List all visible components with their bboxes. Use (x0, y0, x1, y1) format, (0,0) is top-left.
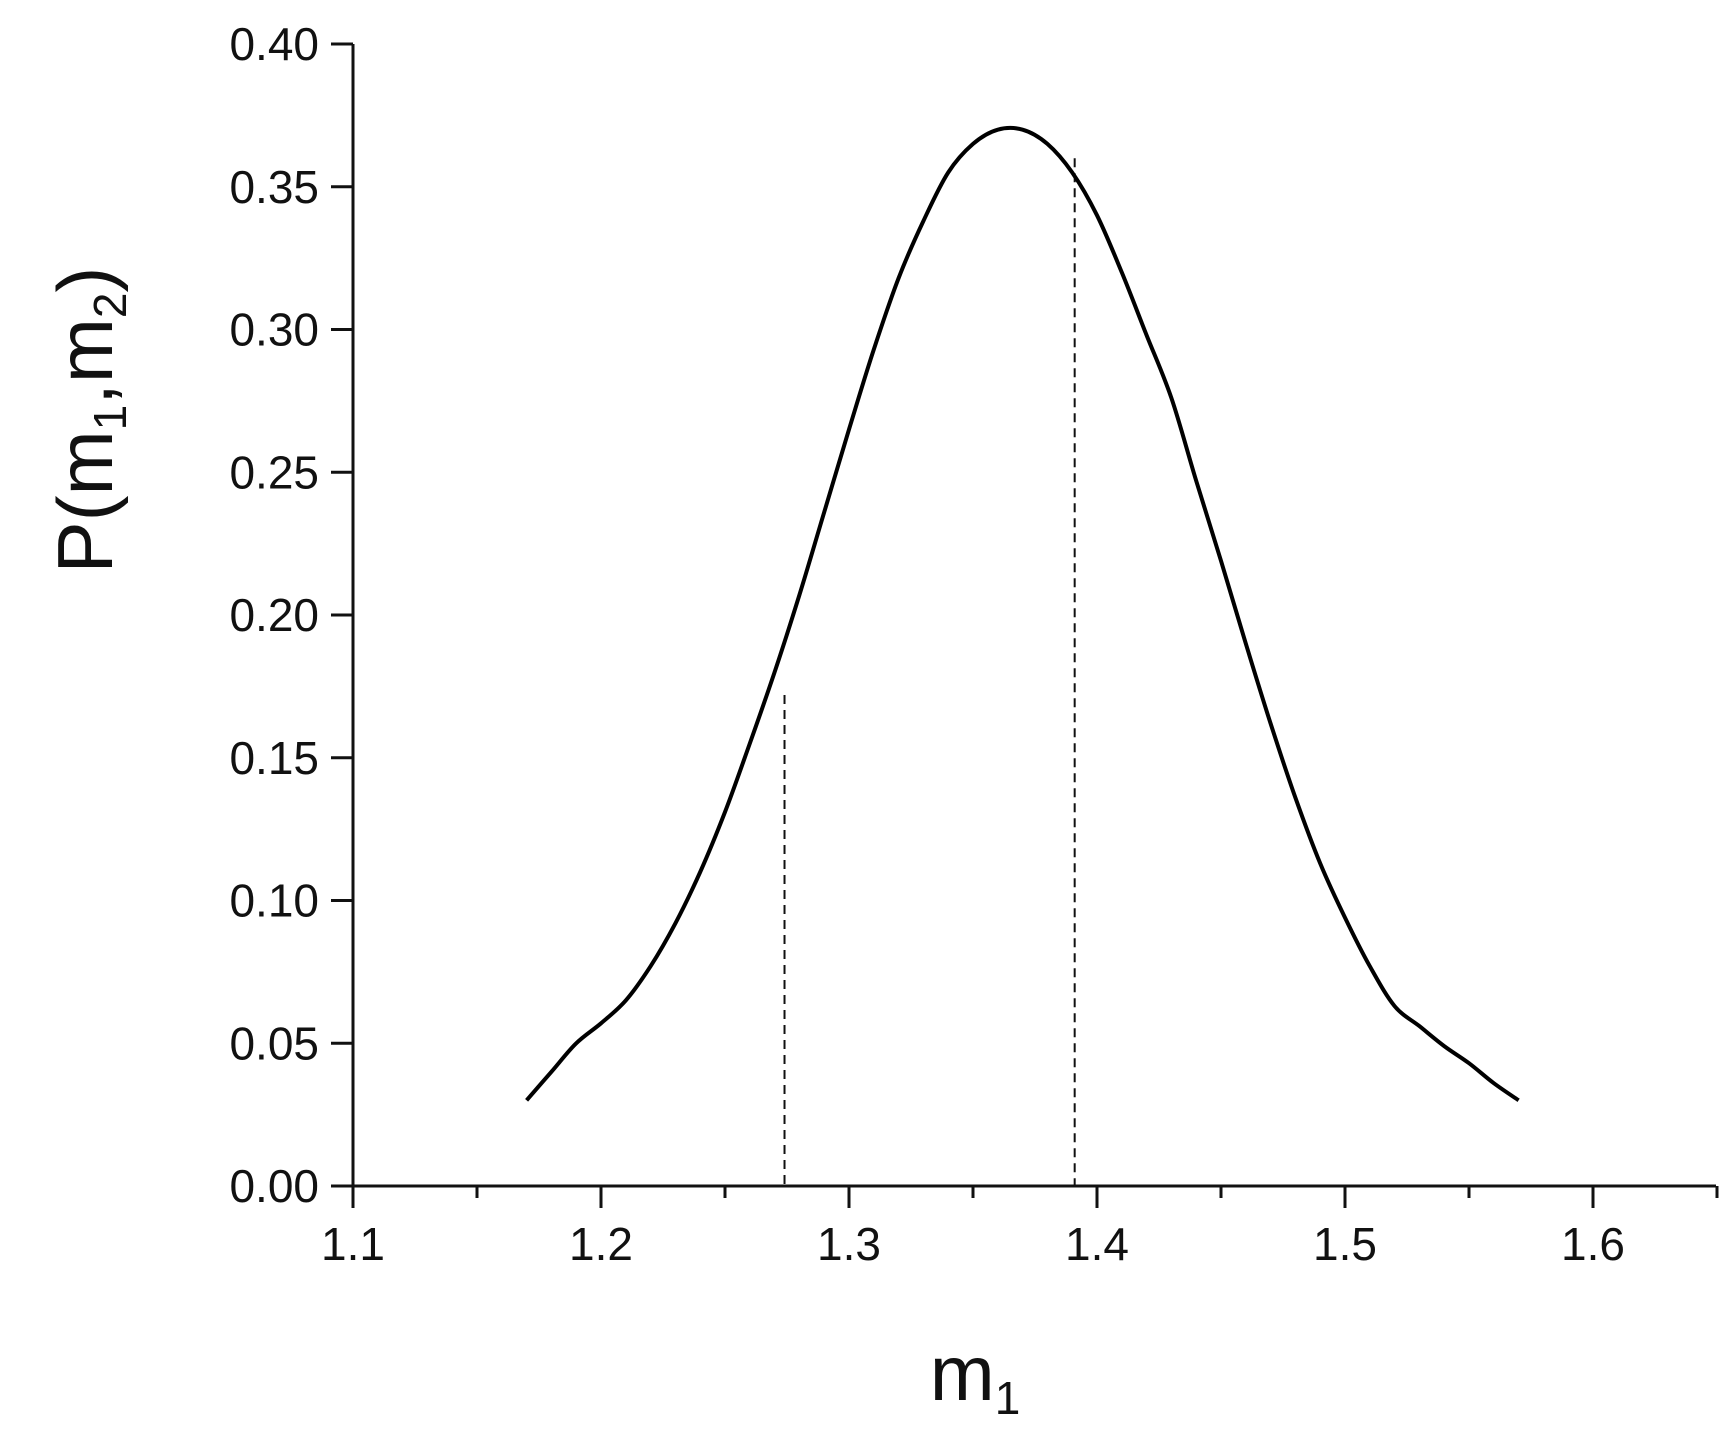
series-curve (525, 125, 1520, 1102)
y-tick-label: 0.40 (229, 18, 319, 70)
x-tick-label: 1.2 (569, 1218, 633, 1270)
reference-lines (783, 158, 1076, 1186)
y-tick-label: 0.35 (229, 161, 319, 213)
x-tick-label: 1.3 (817, 1218, 881, 1270)
y-ticks: 0.00 0.05 0.10 0.15 0.20 0.25 0.30 0.35 0.40 (229, 18, 353, 1212)
y-tick-label: 0.25 (229, 446, 319, 498)
x-tick-label: 1.4 (1065, 1218, 1129, 1270)
x-axis-title: m1 (930, 1329, 1021, 1424)
y-tick-label: 0.15 (229, 732, 319, 784)
y-axis-title: P(m1,m2) (41, 267, 136, 574)
plot-area: 0.00 0.05 0.10 0.15 0.20 0.25 0.30 0.35 0.40 1.1… (229, 18, 1719, 1270)
y-tick-label: 0.20 (229, 589, 319, 641)
y-tick-label: 0.10 (229, 875, 319, 927)
x-ticks: 1.1 1.2 1.3 1.4 1.5 1.6 (321, 1186, 1719, 1270)
y-tick-label: 0.05 (229, 1017, 319, 1069)
x-tick-label: 1.5 (1313, 1218, 1377, 1270)
y-tick-label: 0.30 (229, 304, 319, 356)
y-tick-label: 0.00 (229, 1160, 319, 1212)
x-tick-label: 1.1 (321, 1218, 385, 1270)
x-tick-label: 1.6 (1561, 1218, 1625, 1270)
